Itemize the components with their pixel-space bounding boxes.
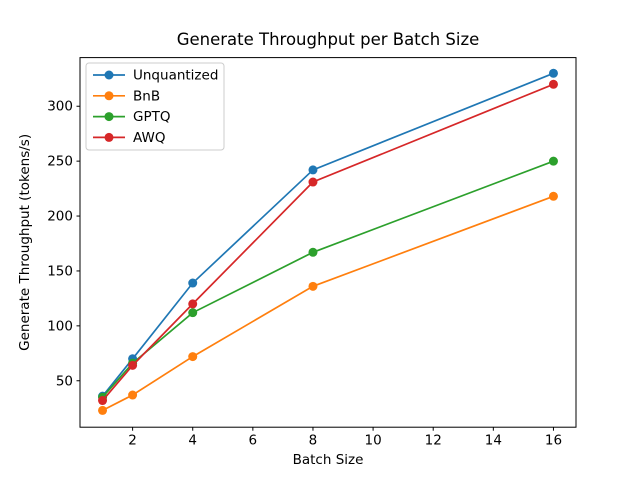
legend-label: BnB	[133, 88, 160, 104]
legend-sample-marker	[104, 112, 114, 122]
data-point-marker	[128, 390, 138, 400]
data-point-marker	[308, 177, 318, 187]
data-point-marker	[128, 360, 138, 370]
data-point-marker	[188, 278, 198, 288]
x-tick-label: 14	[485, 433, 502, 449]
series-line	[102, 195, 554, 412]
data-point-marker	[188, 352, 198, 362]
data-point-marker	[548, 68, 558, 78]
series-bnb	[98, 191, 558, 415]
data-point-marker	[188, 308, 198, 318]
y-tick-label: 50	[56, 373, 73, 389]
y-tick-label: 100	[47, 318, 73, 334]
legend: Unquantized BnB GPTQ AWQ	[85, 62, 225, 151]
data-point-marker	[548, 191, 558, 201]
legend-label: GPTQ	[133, 109, 170, 125]
x-axis-label: Batch Size	[293, 452, 364, 468]
y-tick-label: 200	[47, 209, 73, 225]
plot-border	[79, 57, 577, 428]
chart-title: Generate Throughput per Batch Size	[177, 30, 480, 49]
data-point-marker	[188, 299, 198, 309]
y-axis-label: Generate Throughput (tokens/s)	[17, 134, 33, 351]
x-tick-label: 8	[309, 433, 318, 449]
series-gptq	[98, 156, 558, 402]
legend-sample-marker	[104, 70, 114, 80]
y-tick-label: 150	[47, 263, 73, 279]
y-tick-label: 250	[47, 154, 73, 170]
y-tick-label: 300	[47, 99, 73, 115]
legend-label: AWQ	[133, 130, 165, 146]
x-tick-label: 12	[425, 433, 442, 449]
data-point-marker	[98, 396, 108, 406]
x-tick-label: 10	[364, 433, 381, 449]
data-point-marker	[308, 247, 318, 257]
x-tick-label: 16	[545, 433, 562, 449]
legend-label: Unquantized	[133, 68, 218, 84]
x-tick-label: 4	[188, 433, 197, 449]
legend-frame	[85, 62, 225, 151]
series-awq	[98, 79, 558, 406]
legend-sample-marker	[104, 132, 114, 142]
data-point-marker	[548, 156, 558, 166]
series-line	[101, 160, 554, 398]
x-tick-label: 6	[249, 433, 258, 449]
x-tick-label: 2	[128, 433, 137, 449]
data-point-marker	[308, 165, 318, 175]
data-point-marker	[98, 405, 108, 415]
legend-sample-marker	[104, 91, 114, 101]
data-point-marker	[548, 79, 558, 89]
data-point-marker	[308, 281, 318, 291]
